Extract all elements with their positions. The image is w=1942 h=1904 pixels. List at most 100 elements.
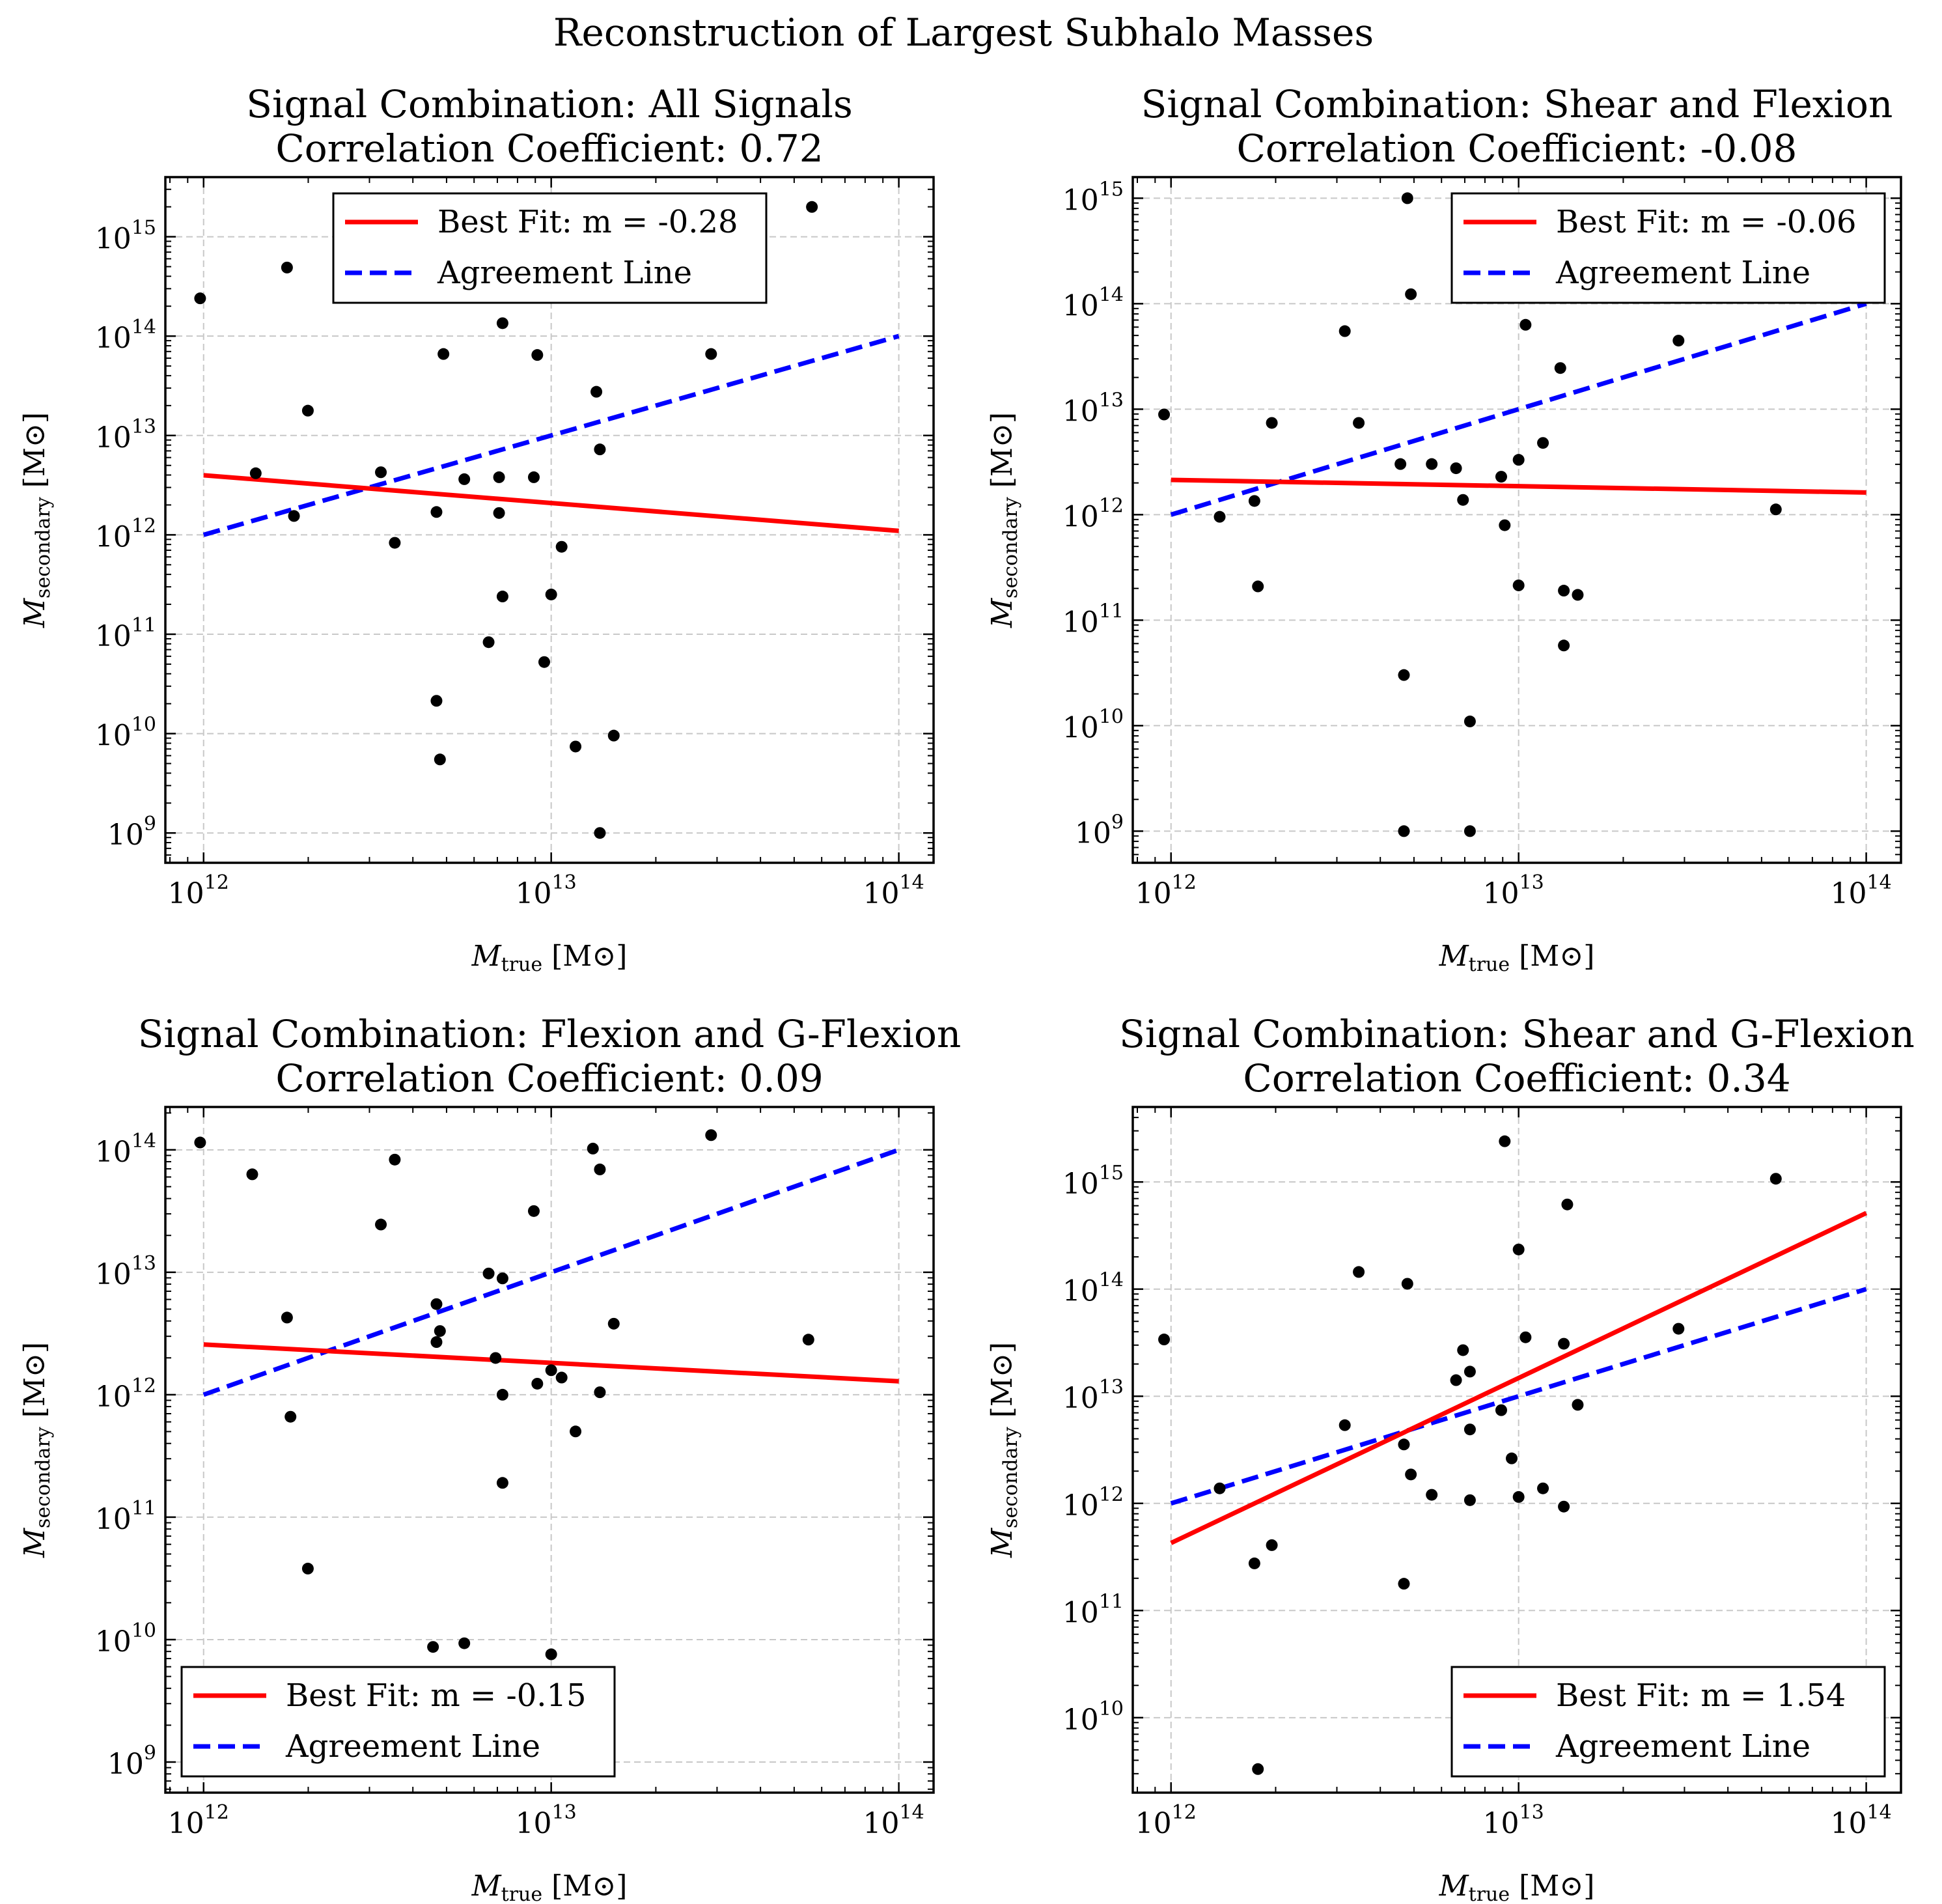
x-axis-label: Mtrue [M⊙]	[1439, 1869, 1595, 1904]
x-tick-label: 1014	[863, 871, 924, 910]
y-tick-label: 1012	[95, 514, 156, 553]
data-point	[1554, 362, 1566, 374]
y-tick-label: 1012	[1062, 494, 1124, 533]
x-axis-label: Mtrue [M⊙]	[471, 940, 628, 976]
data-point	[1537, 1482, 1549, 1494]
data-point	[1252, 1763, 1264, 1775]
data-point	[1266, 417, 1278, 429]
y-tick-exponent: 10	[132, 1619, 156, 1642]
x-tick-exponent: 14	[1867, 871, 1892, 894]
data-point	[1463, 1365, 1476, 1378]
data-point	[1353, 417, 1365, 429]
subplot-title: Signal Combination: Shear and G-Flexion	[1119, 1012, 1915, 1056]
data-point	[1405, 1468, 1417, 1481]
data-point	[246, 1168, 258, 1181]
legend-box	[332, 192, 768, 304]
data-point	[1519, 1331, 1532, 1343]
data-point	[1572, 1399, 1584, 1411]
best-fit-line	[1171, 477, 1866, 495]
y-tick-exponent: 13	[132, 415, 156, 438]
subplot-subtitle: Correlation Coefficient: -0.08	[1237, 126, 1797, 171]
data-point	[1672, 335, 1685, 347]
x-tick-exponent: 13	[552, 1801, 577, 1824]
data-point	[249, 467, 262, 479]
subplot-title: Signal Combination: Flexion and G-Flexio…	[138, 1012, 962, 1056]
data-point	[1457, 494, 1469, 506]
data-point	[1214, 511, 1226, 523]
agreement-line	[1170, 301, 1867, 517]
data-point	[590, 385, 603, 398]
data-point	[389, 537, 401, 549]
data-point	[482, 1267, 495, 1280]
data-point	[1499, 519, 1511, 531]
data-point	[570, 740, 582, 753]
x-tick-label: 1013	[1483, 1801, 1544, 1840]
data-point	[1248, 495, 1260, 507]
data-point	[1353, 1266, 1365, 1278]
y-tick-exponent: 11	[132, 1497, 156, 1520]
data-point	[1512, 1243, 1525, 1255]
subplot-4: Signal Combination: Shear and G-FlexionC…	[986, 1012, 1915, 1904]
data-point	[1512, 1491, 1525, 1503]
legend-label: Best Fit: m = -0.15	[286, 1677, 587, 1714]
data-point	[430, 506, 443, 518]
data-point	[1450, 462, 1462, 475]
legend-label: Agreement Line	[437, 255, 692, 291]
y-tick-exponent: 10	[1099, 705, 1124, 728]
legend: Best Fit: m = -0.06 Agreement Line	[1450, 192, 1886, 304]
y-tick-exponent: 12	[132, 1375, 156, 1397]
y-tick-exponent: 11	[1099, 1590, 1124, 1613]
y-tick-exponent: 11	[1099, 600, 1124, 623]
data-point	[705, 1129, 717, 1141]
y-axis-label: Msecondary [M⊙]	[986, 412, 1022, 628]
x-tick-label: 1012	[168, 871, 229, 910]
data-point	[545, 588, 557, 600]
data-point	[570, 1425, 582, 1438]
data-point	[284, 1410, 297, 1423]
data-point	[1537, 437, 1549, 449]
data-point	[493, 471, 505, 483]
data-point	[1505, 1452, 1518, 1464]
x-tick-exponent: 14	[900, 1801, 924, 1824]
data-point	[482, 636, 495, 649]
data-point	[1558, 639, 1570, 652]
data-point	[1512, 579, 1525, 591]
axes-frame	[1131, 1106, 1902, 1794]
data-point	[434, 1325, 446, 1337]
x-tick-exponent: 12	[1172, 871, 1197, 894]
subplot-3: Signal Combination: Flexion and G-Flexio…	[18, 1012, 961, 1904]
y-tick-label: 1014	[95, 316, 156, 355]
data-point	[1252, 580, 1264, 593]
subplot-subtitle: Correlation Coefficient: 0.09	[275, 1056, 823, 1100]
data-point	[1339, 1419, 1351, 1431]
data-point	[1561, 1198, 1574, 1211]
axes-frame	[1131, 176, 1902, 864]
y-axis-label: Msecondary [M⊙]	[986, 1342, 1022, 1558]
y-tick-label: 109	[107, 1742, 156, 1781]
y-tick-label: 1010	[1062, 705, 1124, 744]
data-point	[555, 540, 568, 553]
y-tick-exponent: 9	[1111, 811, 1124, 833]
data-point	[496, 591, 508, 603]
y-tick-label: 1014	[95, 1130, 156, 1169]
data-point	[389, 1153, 401, 1166]
y-tick-exponent: 10	[132, 714, 156, 736]
y-tick-exponent: 15	[132, 217, 156, 240]
data-point	[1401, 192, 1413, 204]
data-point	[301, 1562, 314, 1575]
x-tick-label: 1012	[1135, 1801, 1197, 1840]
data-point	[437, 348, 450, 360]
data-point	[1158, 1334, 1171, 1346]
data-point	[281, 261, 293, 273]
data-point	[527, 1205, 540, 1217]
legend: Best Fit: m = 1.54 Agreement Line	[1450, 1666, 1886, 1778]
legend: Best Fit: m = -0.28 Agreement Line	[332, 192, 768, 304]
data-point	[1558, 1500, 1570, 1513]
data-point	[458, 1637, 471, 1649]
y-tick-exponent: 12	[1099, 494, 1124, 517]
data-point	[496, 1477, 508, 1489]
data-point	[545, 1364, 557, 1377]
y-tick-label: 1011	[1062, 1590, 1124, 1629]
agreement-line	[202, 333, 900, 537]
x-tick-exponent: 13	[552, 871, 577, 894]
